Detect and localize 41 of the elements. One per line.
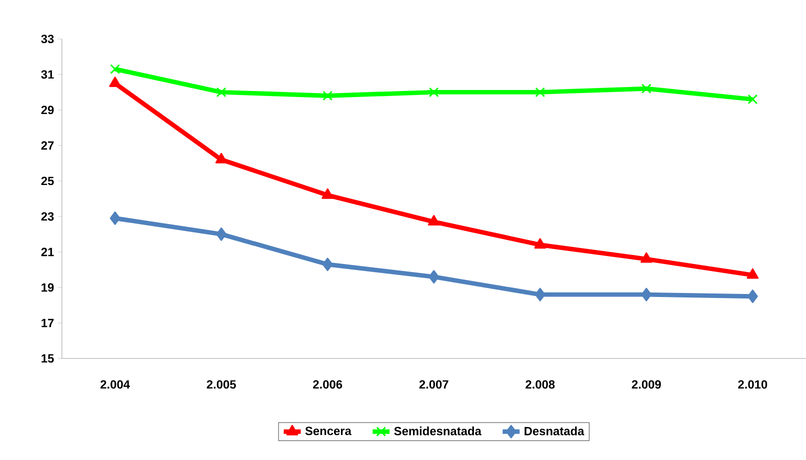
point xyxy=(322,258,333,271)
point xyxy=(216,87,226,97)
y-tick-label: 31 xyxy=(41,70,54,79)
point xyxy=(748,94,758,104)
y-tick-label: 29 xyxy=(41,106,54,114)
x-tick-label: 2.009 xyxy=(632,380,661,388)
point xyxy=(535,87,546,97)
point xyxy=(428,87,439,97)
legend-label: Sencera xyxy=(305,426,352,435)
point xyxy=(110,211,120,225)
point xyxy=(428,214,440,226)
point xyxy=(216,227,227,241)
point xyxy=(640,252,652,263)
y-tick-label: 21 xyxy=(41,248,54,256)
y-tick-label: 17 xyxy=(42,318,54,327)
point xyxy=(747,289,758,303)
x-tick-label: 2.004 xyxy=(100,380,130,388)
y-tick-label: 19 xyxy=(42,283,54,292)
y-tick-label: 15 xyxy=(42,354,54,362)
x-tick-label: 2.010 xyxy=(738,380,768,388)
point xyxy=(428,270,440,284)
point xyxy=(110,64,120,74)
point xyxy=(641,84,652,94)
x-tick-label: 2.006 xyxy=(313,380,342,388)
point xyxy=(215,152,228,164)
y-tick-label: 27 xyxy=(41,141,54,150)
y-tick-label: 33 xyxy=(41,34,54,44)
y-tick-label: 25 xyxy=(41,176,54,186)
legend-label: Desnatada xyxy=(524,426,584,436)
x-tick-label: 2.005 xyxy=(206,380,236,388)
point xyxy=(641,288,652,302)
y-tick-label: 23 xyxy=(41,212,54,221)
point xyxy=(322,188,334,199)
point xyxy=(322,90,333,101)
point xyxy=(534,238,546,248)
legend-label: Semidesnatada xyxy=(394,426,482,436)
x-tick-label: 2.007 xyxy=(419,380,448,388)
point xyxy=(534,288,546,302)
point xyxy=(746,268,759,279)
point xyxy=(109,76,121,87)
x-tick-label: 2.008 xyxy=(526,380,555,388)
